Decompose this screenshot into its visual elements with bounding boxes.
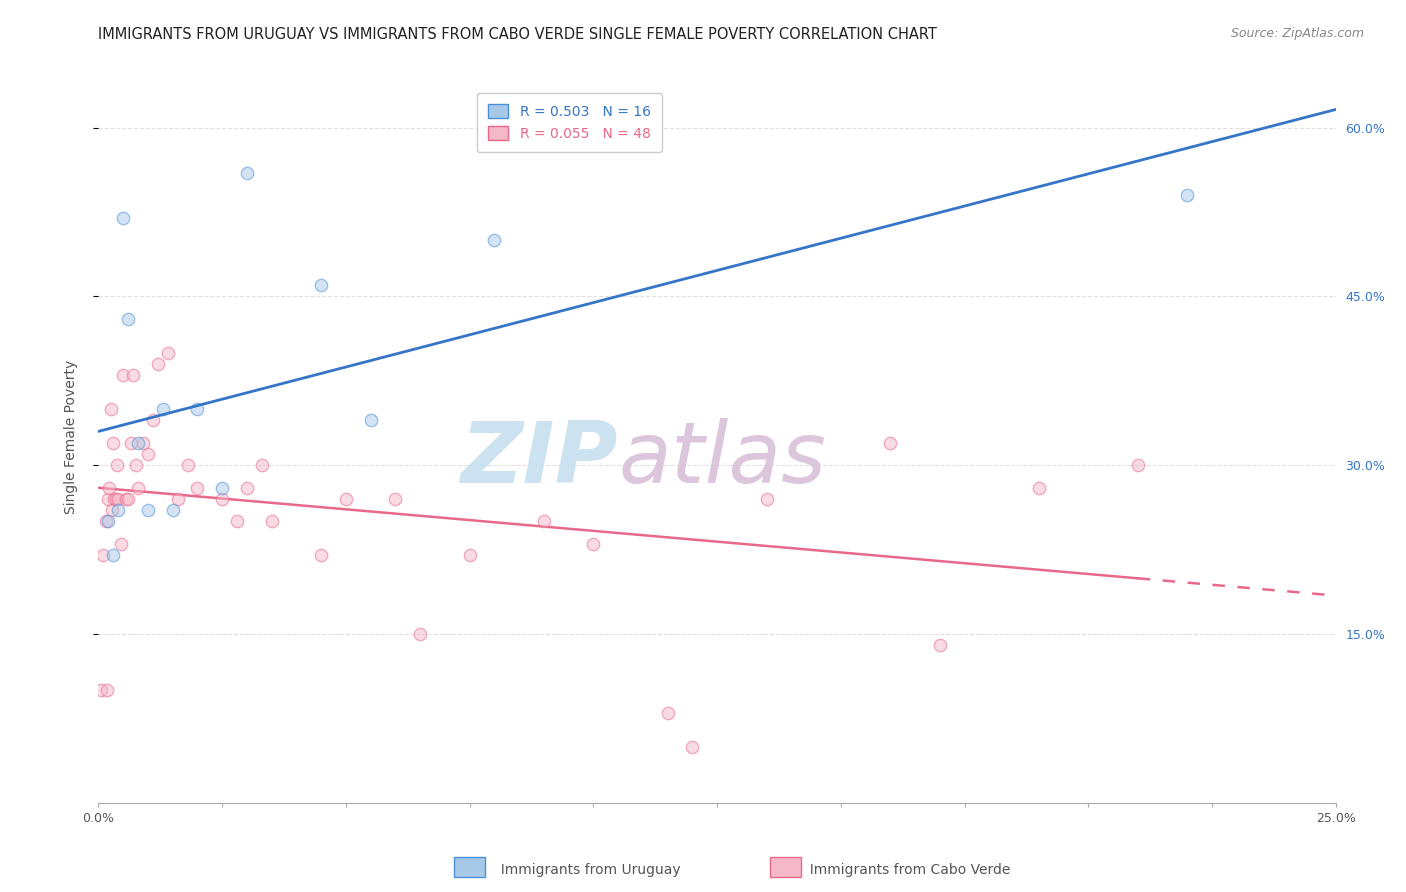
- Point: [186, 401, 208, 416]
- Point: [103, 548, 125, 562]
- Point: [236, 166, 259, 180]
- Point: [105, 458, 128, 473]
- Point: [104, 491, 127, 506]
- Point: [107, 503, 129, 517]
- Point: [755, 491, 778, 506]
- Point: [112, 211, 135, 225]
- Point: [226, 515, 249, 529]
- Point: [309, 278, 332, 293]
- Point: [117, 491, 139, 506]
- Point: [127, 435, 149, 450]
- Point: [260, 515, 283, 529]
- Point: [127, 481, 149, 495]
- Point: [96, 683, 118, 698]
- Point: [90, 683, 112, 698]
- Point: [101, 503, 124, 517]
- Point: [136, 503, 159, 517]
- Point: [93, 548, 115, 562]
- Legend: R = 0.503   N = 16, R = 0.055   N = 48: R = 0.503 N = 16, R = 0.055 N = 48: [477, 93, 662, 152]
- Point: [360, 413, 382, 427]
- Text: IMMIGRANTS FROM URUGUAY VS IMMIGRANTS FROM CABO VERDE SINGLE FEMALE POVERTY CORR: IMMIGRANTS FROM URUGUAY VS IMMIGRANTS FR…: [98, 27, 938, 42]
- Point: [162, 503, 184, 517]
- Point: [409, 627, 432, 641]
- Text: atlas: atlas: [619, 417, 827, 500]
- Point: [110, 537, 132, 551]
- Point: [120, 435, 142, 450]
- Point: [103, 435, 125, 450]
- Point: [309, 548, 332, 562]
- Point: [176, 458, 198, 473]
- Point: [114, 491, 136, 506]
- Point: [124, 458, 146, 473]
- Point: [142, 413, 165, 427]
- Point: [250, 458, 273, 473]
- Point: [458, 548, 481, 562]
- Point: [146, 357, 169, 371]
- Point: [384, 491, 406, 506]
- Point: [236, 481, 259, 495]
- Text: Immigrants from Cabo Verde: Immigrants from Cabo Verde: [801, 863, 1011, 877]
- Point: [1175, 188, 1198, 202]
- Point: [1126, 458, 1149, 473]
- Point: [335, 491, 357, 506]
- Y-axis label: Single Female Poverty: Single Female Poverty: [63, 360, 77, 514]
- Point: [879, 435, 901, 450]
- Point: [97, 491, 120, 506]
- Point: [582, 537, 605, 551]
- Point: [211, 491, 233, 506]
- Point: [186, 481, 208, 495]
- Point: [211, 481, 233, 495]
- Point: [94, 515, 117, 529]
- Point: [112, 368, 135, 383]
- Point: [152, 401, 174, 416]
- Point: [681, 739, 703, 754]
- Point: [156, 345, 179, 359]
- Point: [136, 447, 159, 461]
- Point: [100, 401, 122, 416]
- Point: [132, 435, 155, 450]
- Point: [97, 515, 120, 529]
- Point: [533, 515, 555, 529]
- Point: [107, 491, 129, 506]
- Point: [166, 491, 188, 506]
- Text: Source: ZipAtlas.com: Source: ZipAtlas.com: [1230, 27, 1364, 40]
- Text: ZIP: ZIP: [460, 417, 619, 500]
- Point: [103, 491, 125, 506]
- Point: [122, 368, 145, 383]
- Point: [117, 312, 139, 326]
- Point: [98, 481, 121, 495]
- Text: Immigrants from Uruguay: Immigrants from Uruguay: [492, 863, 681, 877]
- Point: [1028, 481, 1050, 495]
- Point: [928, 638, 950, 652]
- Point: [657, 706, 679, 720]
- Point: [484, 233, 506, 247]
